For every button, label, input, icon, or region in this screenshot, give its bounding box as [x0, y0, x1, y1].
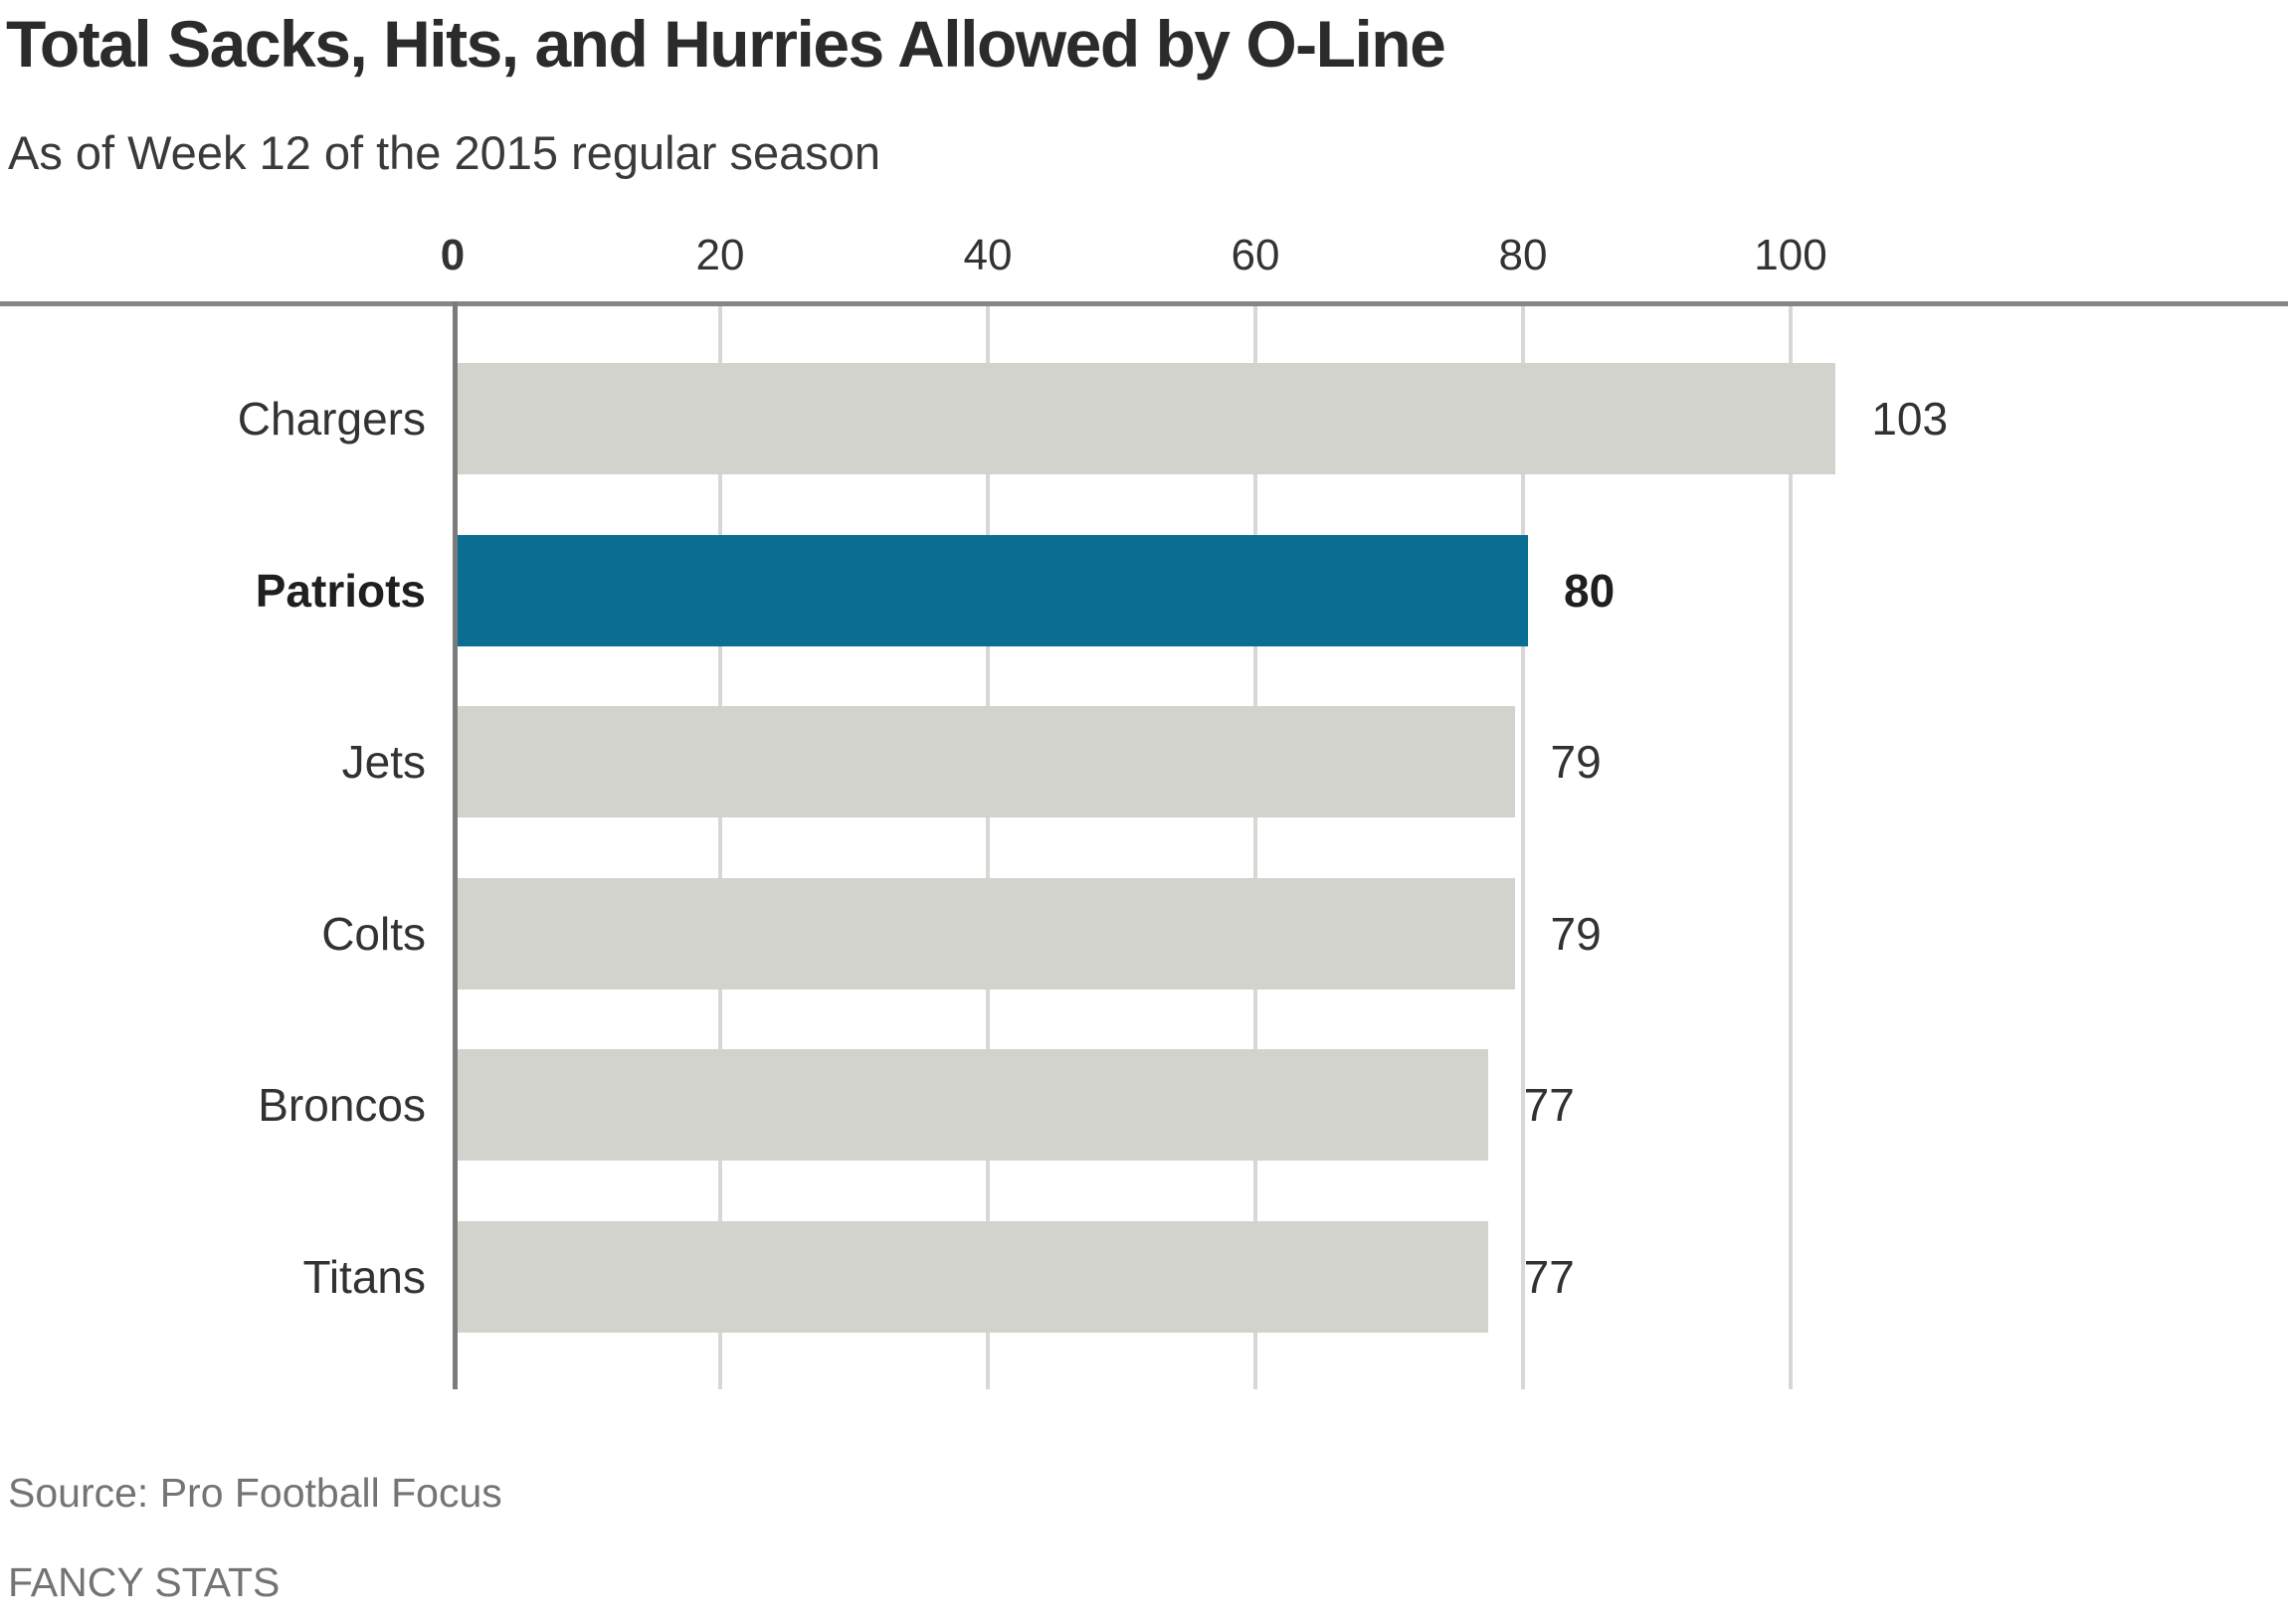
value-label-broncos: 77: [1523, 1079, 1575, 1131]
bar-broncos: [458, 1049, 1488, 1161]
category-label-colts: Colts: [321, 907, 426, 960]
x-axis-tick-100: 100: [1754, 231, 1827, 279]
chart-subtitle: As of Week 12 of the 2015 regular season: [8, 126, 881, 179]
category-label-patriots: Patriots: [255, 564, 426, 617]
bar-jets: [458, 706, 1515, 817]
axis-top-rule: [0, 301, 2288, 306]
bar-chargers: [458, 363, 1836, 474]
value-label-colts: 79: [1550, 907, 1602, 960]
bar-colts: [458, 877, 1515, 990]
value-label-jets: 79: [1550, 736, 1602, 788]
category-label-titans: Titans: [302, 1250, 426, 1303]
x-axis-tick-80: 80: [1498, 231, 1548, 279]
x-axis-tick-20: 20: [695, 231, 745, 279]
x-axis-tick-60: 60: [1231, 231, 1280, 279]
gridline-40: [986, 306, 990, 1389]
x-axis-tick-0: 0: [440, 231, 466, 279]
bar-titans: [458, 1220, 1488, 1333]
gridline-60: [1253, 306, 1257, 1389]
branding-fancy-stats: FANCY STATS: [8, 1559, 281, 1605]
gridline-20: [718, 306, 722, 1389]
y-axis-line: [453, 301, 458, 1389]
category-label-broncos: Broncos: [258, 1079, 426, 1131]
value-label-patriots: 80: [1564, 564, 1616, 617]
category-label-jets: Jets: [341, 736, 426, 788]
bar-patriots: [458, 534, 1528, 646]
source-note: Source: Pro Football Focus: [8, 1470, 502, 1516]
value-label-chargers: 103: [1871, 393, 1949, 445]
value-label-titans: 77: [1523, 1250, 1575, 1303]
gridline-100: [1789, 306, 1793, 1389]
category-label-chargers: Chargers: [237, 393, 426, 445]
x-axis-tick-40: 40: [963, 231, 1013, 279]
gridline-80: [1521, 306, 1525, 1389]
chart-title: Total Sacks, Hits, and Hurries Allowed b…: [6, 7, 1446, 81]
